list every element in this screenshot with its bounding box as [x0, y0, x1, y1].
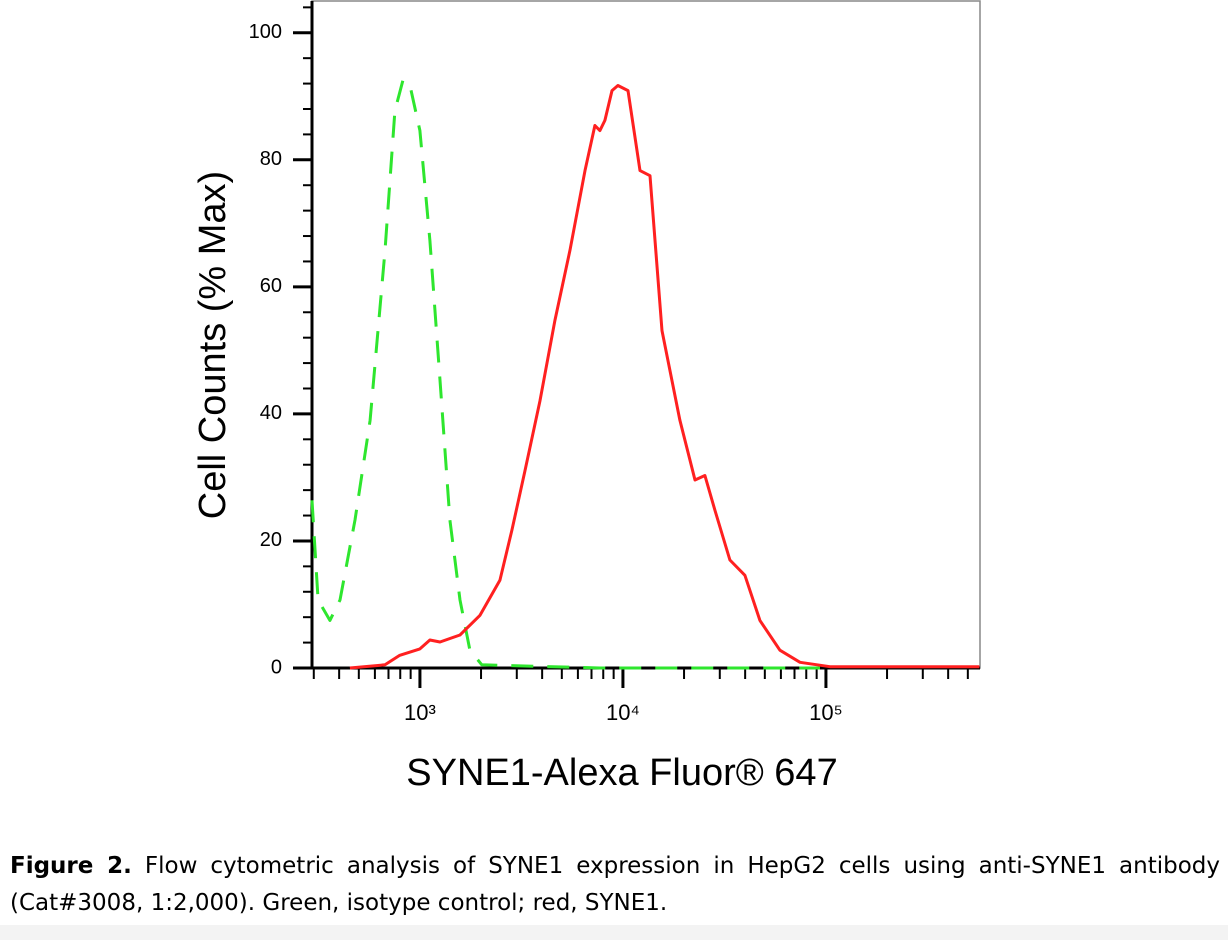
caption-label: Figure 2. [10, 853, 132, 879]
caption: Figure 2. Flow cytometric analysis of SY… [10, 848, 1220, 922]
y-tick-label: 80 [260, 148, 282, 170]
y-tick-label: 40 [260, 402, 282, 424]
y-axis-label: Cell Counts (% Max) [192, 171, 234, 519]
x-axis-label: SYNE1-Alexa Fluor® 647 [406, 752, 837, 794]
y-tick-label: 60 [260, 275, 282, 297]
x-tick-label: 10³ [404, 700, 436, 725]
y-tick-label: 100 [249, 21, 282, 43]
y-tick-label: 20 [260, 529, 282, 551]
x-tick-label: 10⁴ [606, 700, 640, 725]
caption-text: Flow cytometric analysis of SYNE1 expres… [10, 853, 1220, 916]
histogram-line [310, 78, 820, 670]
y-tick-label: 0 [271, 656, 282, 678]
x-tick-label: 10⁵ [809, 700, 843, 725]
histogram-line [349, 84, 980, 670]
chart: Cell Counts (% Max) SYNE1-Alexa Fluor® 6… [192, 0, 981, 794]
footer-band [0, 925, 1228, 940]
